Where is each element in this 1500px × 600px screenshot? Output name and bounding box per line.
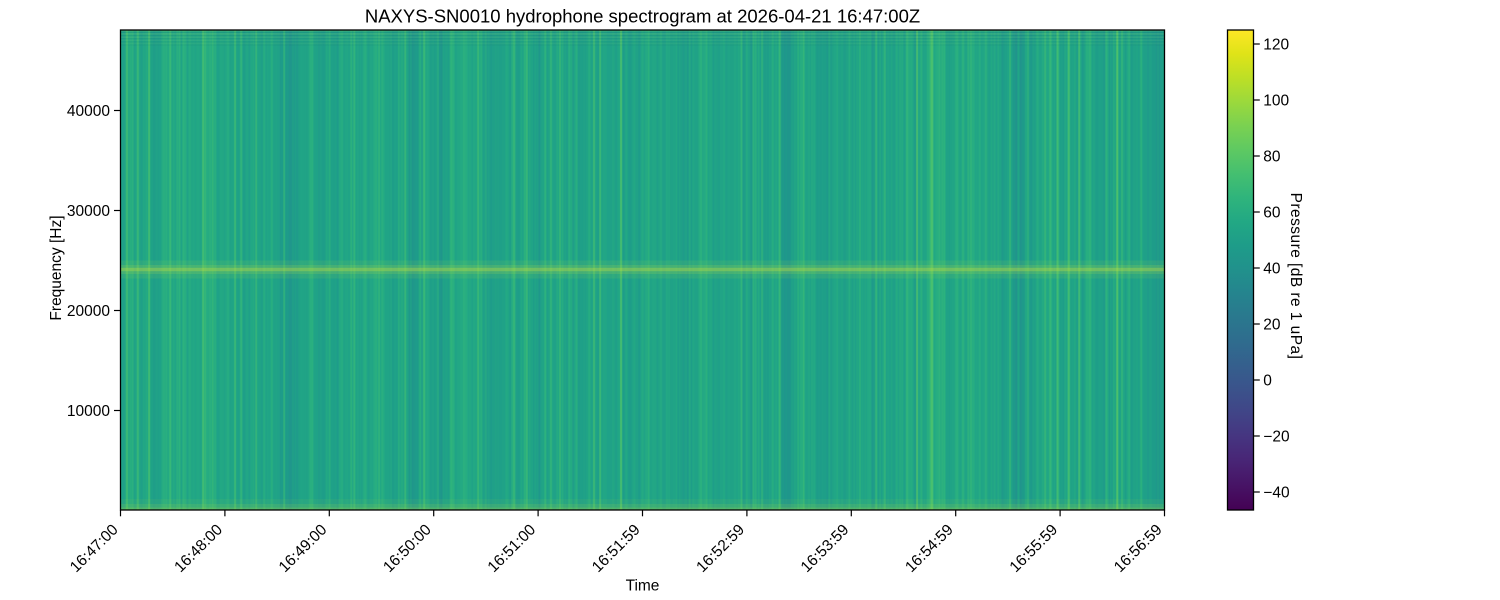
- svg-text:30000: 30000: [67, 203, 110, 220]
- svg-text:−40: −40: [1263, 484, 1290, 501]
- svg-text:120: 120: [1263, 36, 1289, 53]
- svg-text:10000: 10000: [67, 403, 110, 420]
- svg-text:80: 80: [1263, 148, 1281, 165]
- svg-text:40000: 40000: [67, 103, 110, 120]
- svg-text:0: 0: [1263, 372, 1272, 389]
- svg-text:NAXYS-SN0010 hydrophone spectr: NAXYS-SN0010 hydrophone spectrogram at 2…: [365, 6, 920, 27]
- svg-text:Pressure [dB re 1 uPa]: Pressure [dB re 1 uPa]: [1287, 193, 1304, 360]
- svg-text:Time: Time: [626, 578, 660, 595]
- svg-text:Frequency [Hz]: Frequency [Hz]: [48, 215, 65, 320]
- svg-text:60: 60: [1263, 204, 1281, 221]
- svg-text:20000: 20000: [67, 303, 110, 320]
- svg-text:−20: −20: [1263, 428, 1290, 445]
- svg-text:100: 100: [1263, 92, 1289, 109]
- svg-text:40: 40: [1263, 260, 1281, 277]
- svg-text:20: 20: [1263, 316, 1281, 333]
